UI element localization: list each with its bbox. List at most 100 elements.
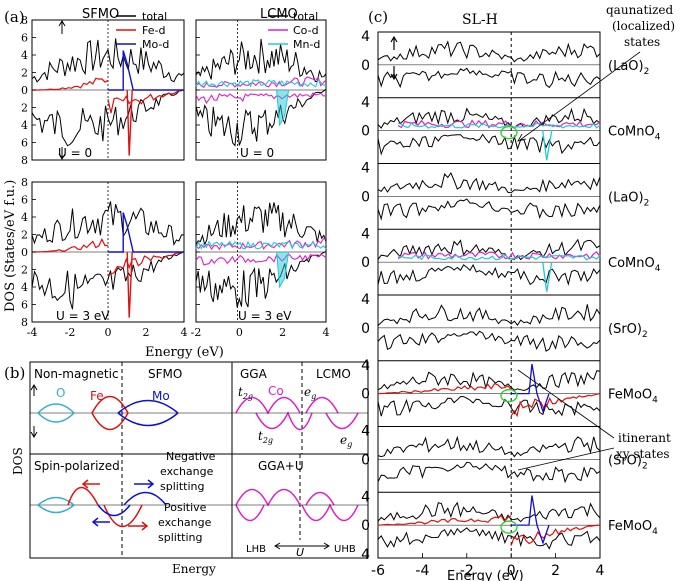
species-o: O: [56, 386, 65, 400]
annotation-itinerant-line1: itinerant: [618, 431, 671, 445]
y-tick-label: 8: [21, 14, 28, 27]
legend-mo-d: Mo-d: [142, 38, 169, 51]
layer-label-main: (SrO): [608, 322, 642, 337]
layer-y-tick: 4: [361, 547, 370, 563]
sfmo-title: SFMO: [82, 7, 119, 22]
layer-total-down-5: [377, 396, 601, 417]
mo-d-curve-0: [108, 50, 184, 91]
note-lhb: LHB: [246, 544, 266, 555]
note-negative-splitting: splitting: [160, 480, 204, 493]
layer-y-tick: 0: [361, 189, 370, 205]
mo-d-curve-2: [108, 212, 184, 253]
note-spin-polarized: Spin-polarized: [34, 459, 120, 473]
note-u: U: [296, 546, 304, 559]
layer-mn-spike-1: [542, 130, 553, 161]
layer-total-down-0: [377, 67, 601, 89]
note-uhb: UHB: [334, 544, 356, 555]
layer-mn-up-3: [397, 254, 601, 261]
layer-label-sub: 2: [642, 330, 648, 340]
layer-total-up-1: [377, 107, 601, 129]
total-dos-down-3: [195, 251, 327, 308]
layer-y-tick: 0: [361, 452, 370, 468]
fe-d-down-2: [107, 251, 185, 276]
x-tick-label-c: 2: [551, 563, 560, 579]
layer-label: CoMnO4: [608, 256, 661, 274]
fe-d-up-0: [32, 77, 109, 91]
layer-total-up-6: [377, 435, 601, 458]
layer-total-down-7: [377, 527, 601, 550]
localized-state-marker: [500, 125, 518, 140]
panel-b-xlabel: Energy: [172, 562, 216, 576]
y-tick-label: 6: [21, 137, 28, 150]
layer-label-sub: 4: [655, 133, 661, 143]
x-tick-label: 2: [279, 326, 286, 339]
mn-d-up-1: [195, 78, 327, 88]
panel-b-label: (b): [4, 364, 25, 382]
layer-total-down-3: [377, 263, 601, 286]
mn-d-spike-3: [276, 251, 290, 289]
layer-label-main: (LaO): [608, 190, 644, 205]
layer-fe-up-7: [377, 514, 512, 526]
co-d-up-3: [195, 237, 327, 251]
mn-d-spike-1: [276, 89, 290, 127]
layer-label-sub: 2: [642, 461, 648, 471]
layer-label-main: FeMoO: [608, 519, 652, 534]
annotation-itinerant-line2: xy states: [616, 447, 670, 461]
layer-label: (SrO)2: [608, 322, 648, 340]
x-tick-label-c: -2: [460, 563, 474, 579]
y-tick-label: 4: [21, 281, 28, 294]
eg-label-down: eg: [340, 433, 352, 449]
x-tick-label: 0: [105, 326, 112, 339]
layer-label-sub: 2: [644, 198, 650, 208]
layer-label-sub: 2: [644, 67, 650, 77]
layer-co-up-1: [397, 119, 601, 129]
panel-a-ylabel: DOS (States/eV f.u.): [3, 180, 18, 312]
spin-arrows-a: [58, 20, 66, 160]
layer-label: CoMnO4: [608, 125, 661, 143]
itinerant-state-marker: [500, 388, 518, 403]
x-tick-label: 2: [143, 326, 150, 339]
legend-co-d: Co-d: [293, 24, 319, 37]
layer-y-tick: 4: [361, 292, 370, 308]
y-tick-label: 0: [21, 246, 28, 259]
x-tick-label-c: -4: [415, 563, 429, 579]
total-dos-up-1: [195, 38, 327, 82]
layer-total-up-5: [377, 370, 601, 392]
x-tick-label: -2: [191, 326, 202, 339]
u-label-sfmo-bottom: U = 3 eV: [56, 309, 110, 323]
layer-label: FeMoO4: [608, 388, 658, 406]
layer-y-tick: 0: [361, 124, 370, 140]
species-co: Co: [268, 384, 284, 398]
layer-y-tick: 4: [361, 358, 370, 374]
legend-total-sfmo: total: [142, 10, 167, 23]
panel-c-xlabel: Energy (eV): [447, 569, 524, 581]
header-non-magnetic: Non-magnetic: [34, 367, 119, 381]
layer-label-sub: 4: [652, 396, 658, 406]
species-fe: Fe: [90, 389, 104, 403]
fe-d-up-2: [32, 237, 109, 253]
spin-up-arrow-c: [390, 35, 398, 50]
layer-label: (LaO)2: [608, 190, 649, 208]
layer-fe-down-7: [510, 524, 601, 546]
fe-d-spike-2: [126, 251, 133, 318]
note-positive-splitting: splitting: [158, 531, 202, 544]
u-label-lcmo-bottom: U = 3 eV: [238, 309, 292, 323]
panel-c-title: SL-H: [462, 12, 498, 28]
panel-b-ylabel: DOS: [11, 447, 25, 475]
total-dos-up-3: [195, 202, 327, 247]
layer-total-down-6: [377, 461, 601, 484]
layer-total-up-4: [377, 304, 601, 326]
x-tick-label: -2: [65, 326, 76, 339]
layer-mo-curve-7: [511, 495, 550, 545]
layer-y-tick: 0: [361, 58, 370, 74]
t2g-label-down: t2g: [258, 429, 273, 445]
layer-y-tick: 4: [361, 29, 370, 45]
u-label-sfmo-top: U = 0: [58, 146, 92, 160]
layer-total-up-7: [377, 501, 601, 523]
header-lcmo: LCMO: [316, 367, 351, 381]
panel-b-frame: [29, 361, 369, 559]
legend-fe-d: Fe-d: [142, 24, 165, 37]
x-tick-label-c: 0: [507, 563, 516, 579]
layer-y-tick: 4: [361, 489, 370, 505]
